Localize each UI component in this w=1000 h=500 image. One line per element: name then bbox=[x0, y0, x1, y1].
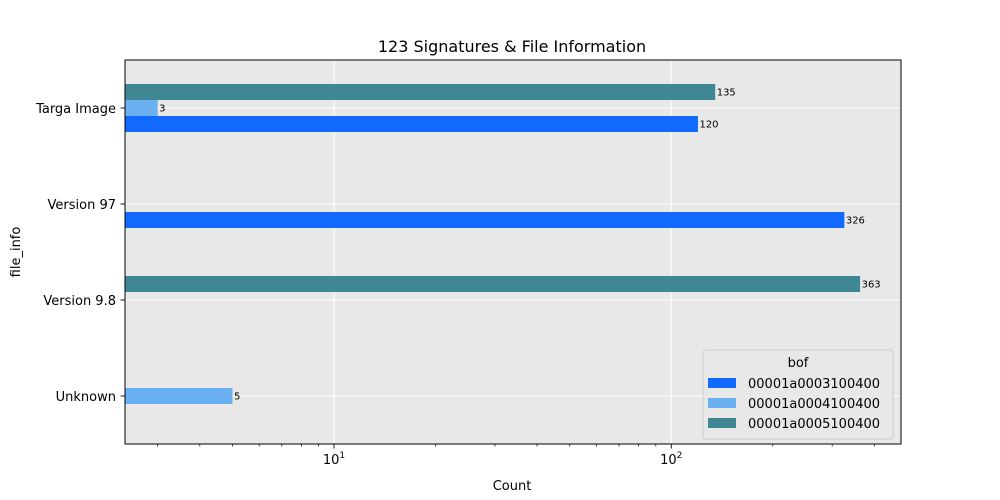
bar bbox=[125, 388, 233, 404]
bar-value-label: 363 bbox=[862, 280, 881, 291]
bar bbox=[125, 84, 716, 100]
bars bbox=[125, 84, 861, 404]
bar bbox=[125, 100, 158, 116]
data-labels: 120 326 3 5 135 363 bbox=[159, 88, 880, 403]
bar-value-label: 3 bbox=[159, 104, 165, 115]
legend-box bbox=[702, 349, 894, 440]
legend: bof 00001a0003100400 00001a0004100400 0000… bbox=[702, 349, 894, 440]
bar bbox=[125, 116, 698, 132]
legend-label: 00001a0005100400 bbox=[748, 417, 880, 432]
y-tick-label: Version 97 bbox=[48, 198, 116, 213]
legend-label: 00001a0004100400 bbox=[748, 397, 880, 412]
y-axis-ticks: Targa Image Version 97 Version 9.8 Unknown bbox=[35, 102, 125, 405]
y-tick-label: Version 9.8 bbox=[43, 294, 116, 309]
y-tick-label: Targa Image bbox=[35, 102, 116, 117]
legend-label: 00001a0003100400 bbox=[748, 377, 880, 392]
y-tick-label: Unknown bbox=[56, 390, 116, 405]
x-axis-label: Count bbox=[493, 479, 532, 494]
bar bbox=[125, 212, 845, 228]
chart-title: 123 Signatures & File Information bbox=[378, 37, 646, 56]
legend-title: bof bbox=[788, 356, 809, 371]
bar-value-label: 326 bbox=[846, 216, 865, 227]
bar-value-label: 5 bbox=[234, 392, 240, 403]
y-axis-label: file_info bbox=[9, 227, 24, 278]
legend-swatch bbox=[708, 398, 736, 408]
x-tick-label: 101 bbox=[323, 451, 345, 468]
legend-swatch bbox=[708, 418, 736, 428]
legend-swatch bbox=[708, 378, 736, 388]
bar bbox=[125, 276, 861, 292]
bar-value-label: 120 bbox=[699, 120, 718, 131]
plot-frame bbox=[124, 59, 902, 445]
bar-value-label: 135 bbox=[717, 88, 736, 99]
x-tick-label: 102 bbox=[660, 451, 682, 468]
x-axis-ticks: 101 102 bbox=[157, 444, 875, 468]
